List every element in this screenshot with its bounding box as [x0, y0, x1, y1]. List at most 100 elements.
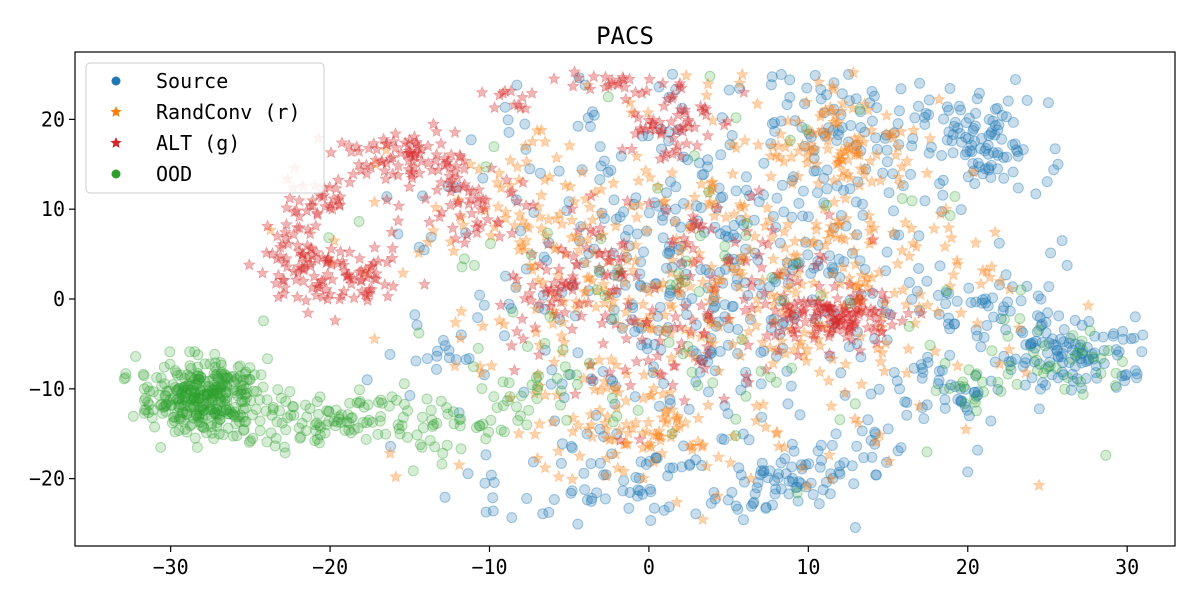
data-point: [979, 293, 991, 305]
data-point: [833, 124, 845, 136]
data-point: [812, 75, 826, 88]
data-point: [630, 471, 642, 483]
data-point: [888, 367, 900, 378]
data-point: [250, 404, 262, 415]
data-point: [730, 112, 742, 124]
data-point: [955, 204, 967, 216]
data-point: [987, 292, 998, 304]
data-point: [634, 485, 646, 497]
data-point: [864, 123, 878, 136]
data-point: [672, 124, 684, 136]
data-point: [431, 363, 442, 375]
data-point: [961, 146, 973, 158]
data-point: [1117, 325, 1129, 337]
data-point: [710, 320, 722, 332]
data-point: [1052, 350, 1064, 362]
data-point: [448, 125, 462, 138]
data-point: [381, 191, 393, 203]
data-point: [815, 123, 829, 136]
data-point: [758, 189, 769, 201]
data-point: [140, 393, 151, 404]
data-point: [777, 154, 791, 168]
data-point: [987, 147, 999, 159]
data-point: [1026, 372, 1038, 384]
data-point: [920, 166, 934, 179]
data-point: [1048, 164, 1060, 176]
data-point: [775, 115, 787, 127]
data-point: [903, 320, 915, 332]
data-point: [634, 268, 646, 280]
data-point: [367, 416, 378, 428]
data-point: [1069, 360, 1081, 372]
data-point: [130, 351, 142, 362]
data-point: [974, 277, 988, 290]
data-point: [740, 390, 752, 402]
data-point: [764, 169, 778, 183]
data-point: [850, 196, 862, 208]
data-point: [1057, 357, 1069, 369]
data-point: [166, 417, 178, 429]
data-point: [765, 139, 779, 152]
data-point: [442, 181, 454, 193]
data-point: [840, 139, 854, 152]
data-point: [857, 198, 868, 210]
data-point: [924, 339, 936, 351]
data-point: [952, 394, 964, 405]
data-point: [605, 373, 617, 385]
data-point: [607, 416, 619, 428]
data-point: [708, 487, 720, 498]
data-point: [813, 109, 827, 123]
data-point: [600, 410, 614, 423]
data-point: [784, 91, 796, 103]
data-point: [694, 366, 706, 378]
data-point: [670, 181, 682, 193]
data-point: [1020, 353, 1032, 365]
data-point: [1083, 353, 1095, 365]
data-point: [649, 278, 661, 290]
data-point: [756, 457, 768, 469]
data-point: [480, 506, 492, 518]
data-point: [937, 189, 949, 201]
data-point: [515, 390, 527, 402]
data-point: [492, 166, 506, 179]
data-point: [751, 138, 765, 151]
data-point: [1089, 347, 1101, 359]
data-point: [839, 389, 851, 401]
data-point: [413, 241, 425, 253]
data-point: [1044, 356, 1056, 368]
data-point: [556, 438, 568, 450]
data-point: [909, 112, 921, 124]
data-point: [503, 298, 515, 310]
data-point: [831, 135, 843, 146]
data-point: [335, 416, 347, 428]
data-point: [1056, 235, 1068, 247]
data-point: [969, 396, 981, 408]
data-point: [940, 298, 952, 310]
data-point: [301, 306, 315, 319]
data-point: [556, 287, 568, 298]
data-point: [564, 369, 576, 380]
data-point: [719, 299, 731, 311]
data-point: [686, 293, 698, 305]
data-point: [512, 426, 526, 440]
data-point: [404, 390, 416, 401]
data-point: [1069, 349, 1081, 361]
data-point: [507, 306, 519, 318]
data-point: [674, 289, 686, 301]
data-point: [1061, 259, 1073, 271]
data-point: [254, 425, 266, 437]
data-point: [808, 152, 820, 164]
data-point: [769, 475, 780, 487]
data-point: [843, 136, 854, 148]
data-point: [1033, 403, 1045, 415]
data-point: [1015, 325, 1027, 337]
data-point: [981, 320, 993, 331]
data-point: [709, 221, 721, 233]
data-point: [1071, 373, 1083, 385]
data-point: [774, 328, 786, 340]
data-point: [1055, 333, 1066, 345]
data-point: [585, 373, 597, 385]
data-point: [778, 294, 790, 306]
data-point: [792, 258, 804, 270]
data-point: [893, 105, 905, 117]
